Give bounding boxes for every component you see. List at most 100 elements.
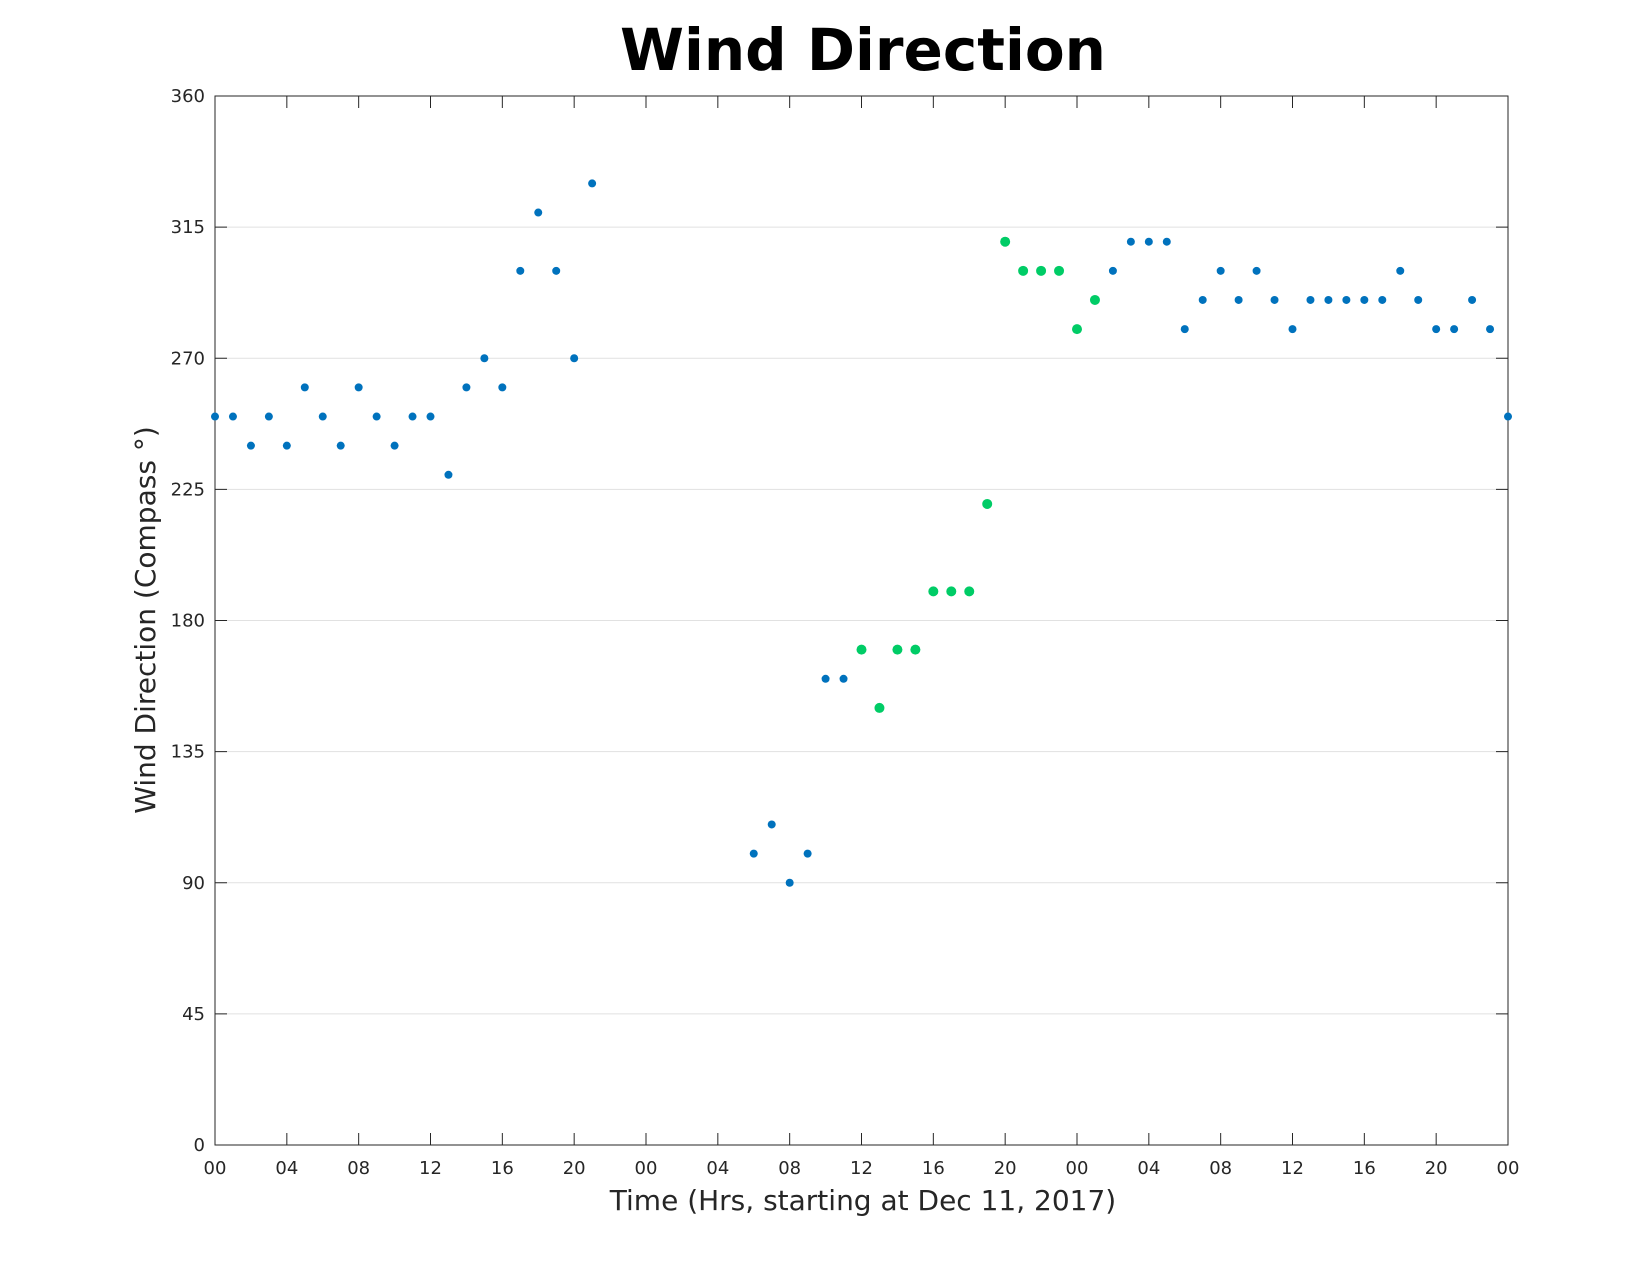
data-point-blue bbox=[767, 820, 776, 829]
data-point-blue bbox=[516, 266, 525, 275]
x-tick-label: 08 bbox=[347, 1158, 370, 1179]
x-tick-label: 00 bbox=[1066, 1158, 1089, 1179]
data-point-green bbox=[892, 644, 903, 655]
data-point-blue bbox=[1180, 325, 1189, 334]
x-tick-label: 04 bbox=[706, 1158, 729, 1179]
data-point-blue bbox=[1450, 325, 1459, 334]
data-point-blue bbox=[1414, 295, 1423, 304]
data-point-blue bbox=[1486, 325, 1495, 334]
data-point-blue bbox=[821, 674, 830, 683]
data-point-blue bbox=[1378, 295, 1387, 304]
data-point-blue bbox=[785, 878, 794, 887]
data-point-blue bbox=[354, 383, 363, 392]
data-point-blue bbox=[408, 412, 417, 421]
x-tick-label: 12 bbox=[419, 1158, 442, 1179]
data-point-green bbox=[1018, 265, 1029, 276]
data-point-blue bbox=[318, 412, 327, 421]
data-point-blue bbox=[1432, 325, 1441, 334]
y-axis-label: Wind Direction (Compass °) bbox=[129, 426, 162, 813]
chart-title: Wind Direction bbox=[620, 16, 1106, 84]
data-point-blue bbox=[803, 849, 812, 858]
data-point-blue bbox=[336, 441, 345, 450]
x-tick-label: 20 bbox=[994, 1158, 1017, 1179]
data-point-blue bbox=[498, 383, 507, 392]
data-point-blue bbox=[480, 354, 489, 363]
data-point-green bbox=[874, 702, 885, 713]
data-point-blue bbox=[1324, 295, 1333, 304]
data-point-blue bbox=[462, 383, 471, 392]
grid-lines bbox=[215, 226, 1508, 1015]
data-point-green bbox=[1036, 265, 1047, 276]
data-point-blue bbox=[300, 383, 309, 392]
y-tick-label: 315 bbox=[171, 217, 205, 238]
y-tick-label: 270 bbox=[171, 348, 205, 369]
data-point-green bbox=[964, 586, 975, 597]
x-tick-label: 20 bbox=[1425, 1158, 1448, 1179]
x-tick-label: 00 bbox=[635, 1158, 658, 1179]
data-point-blue bbox=[1288, 325, 1297, 334]
y-tick-label: 90 bbox=[182, 873, 205, 894]
data-point-green bbox=[910, 644, 921, 655]
data-point-blue bbox=[1162, 237, 1171, 246]
data-point-blue bbox=[372, 412, 381, 421]
data-point-green bbox=[1000, 236, 1011, 247]
chart-text: Wind Direction Time (Hrs, starting at De… bbox=[129, 16, 1116, 1217]
data-point-blue bbox=[264, 412, 273, 421]
data-point-blue bbox=[228, 412, 237, 421]
data-point-green bbox=[1089, 294, 1100, 305]
axis-ticks: 0 45 90 135 180 225 270 315 360 00 04 08 12 16 20 00 04 0… bbox=[171, 86, 1520, 1179]
data-point-blue bbox=[839, 674, 848, 683]
x-tick-label: 04 bbox=[1137, 1158, 1160, 1179]
data-point-green bbox=[1054, 265, 1065, 276]
y-tick-label: 45 bbox=[182, 1004, 205, 1025]
data-point-blue bbox=[1396, 266, 1405, 275]
data-points bbox=[211, 179, 1512, 887]
data-point-blue bbox=[444, 470, 453, 479]
x-tick-label: 00 bbox=[204, 1158, 227, 1179]
data-point-blue bbox=[211, 412, 219, 421]
data-point-blue bbox=[282, 441, 291, 450]
y-tick-label: 135 bbox=[171, 742, 205, 763]
data-point-blue bbox=[1216, 266, 1225, 275]
data-point-blue bbox=[552, 266, 561, 275]
x-tick-label: 08 bbox=[1209, 1158, 1232, 1179]
data-point-blue bbox=[1342, 295, 1351, 304]
y-tick-label: 180 bbox=[171, 611, 205, 632]
x-tick-label: 16 bbox=[922, 1158, 945, 1179]
data-point-green bbox=[946, 586, 957, 597]
x-tick-label: 08 bbox=[778, 1158, 801, 1179]
data-point-blue bbox=[390, 441, 399, 450]
x-tick-label: 12 bbox=[850, 1158, 873, 1179]
data-point-blue bbox=[749, 849, 758, 858]
data-point-blue bbox=[1198, 295, 1207, 304]
data-point-green bbox=[982, 498, 993, 509]
x-tick-label: 00 bbox=[1497, 1158, 1520, 1179]
data-point-blue bbox=[1360, 295, 1369, 304]
x-tick-label: 04 bbox=[275, 1158, 298, 1179]
data-point-green bbox=[1072, 324, 1082, 335]
data-point-blue bbox=[1234, 295, 1243, 304]
x-tick-label: 12 bbox=[1281, 1158, 1304, 1179]
data-point-blue bbox=[1468, 295, 1477, 304]
x-axis-label: Time (Hrs, starting at Dec 11, 2017) bbox=[609, 1184, 1116, 1217]
data-point-blue bbox=[588, 179, 597, 188]
data-point-blue bbox=[1270, 295, 1279, 304]
y-tick-label: 0 bbox=[194, 1135, 205, 1156]
data-point-blue bbox=[1126, 237, 1135, 246]
data-point-blue bbox=[534, 208, 543, 217]
data-point-blue bbox=[570, 354, 579, 363]
y-tick-label: 360 bbox=[171, 86, 205, 107]
data-point-blue bbox=[1306, 295, 1315, 304]
data-point-green bbox=[856, 644, 867, 655]
data-point-blue bbox=[1252, 266, 1261, 275]
x-tick-label: 16 bbox=[1353, 1158, 1376, 1179]
x-tick-label: 20 bbox=[563, 1158, 586, 1179]
data-point-blue bbox=[1144, 237, 1153, 246]
y-tick-label: 225 bbox=[171, 479, 205, 500]
x-tick-label: 16 bbox=[491, 1158, 514, 1179]
data-point-blue bbox=[1108, 266, 1117, 275]
data-point-blue bbox=[246, 441, 255, 450]
data-point-blue bbox=[426, 412, 435, 421]
data-point-green bbox=[928, 586, 939, 597]
